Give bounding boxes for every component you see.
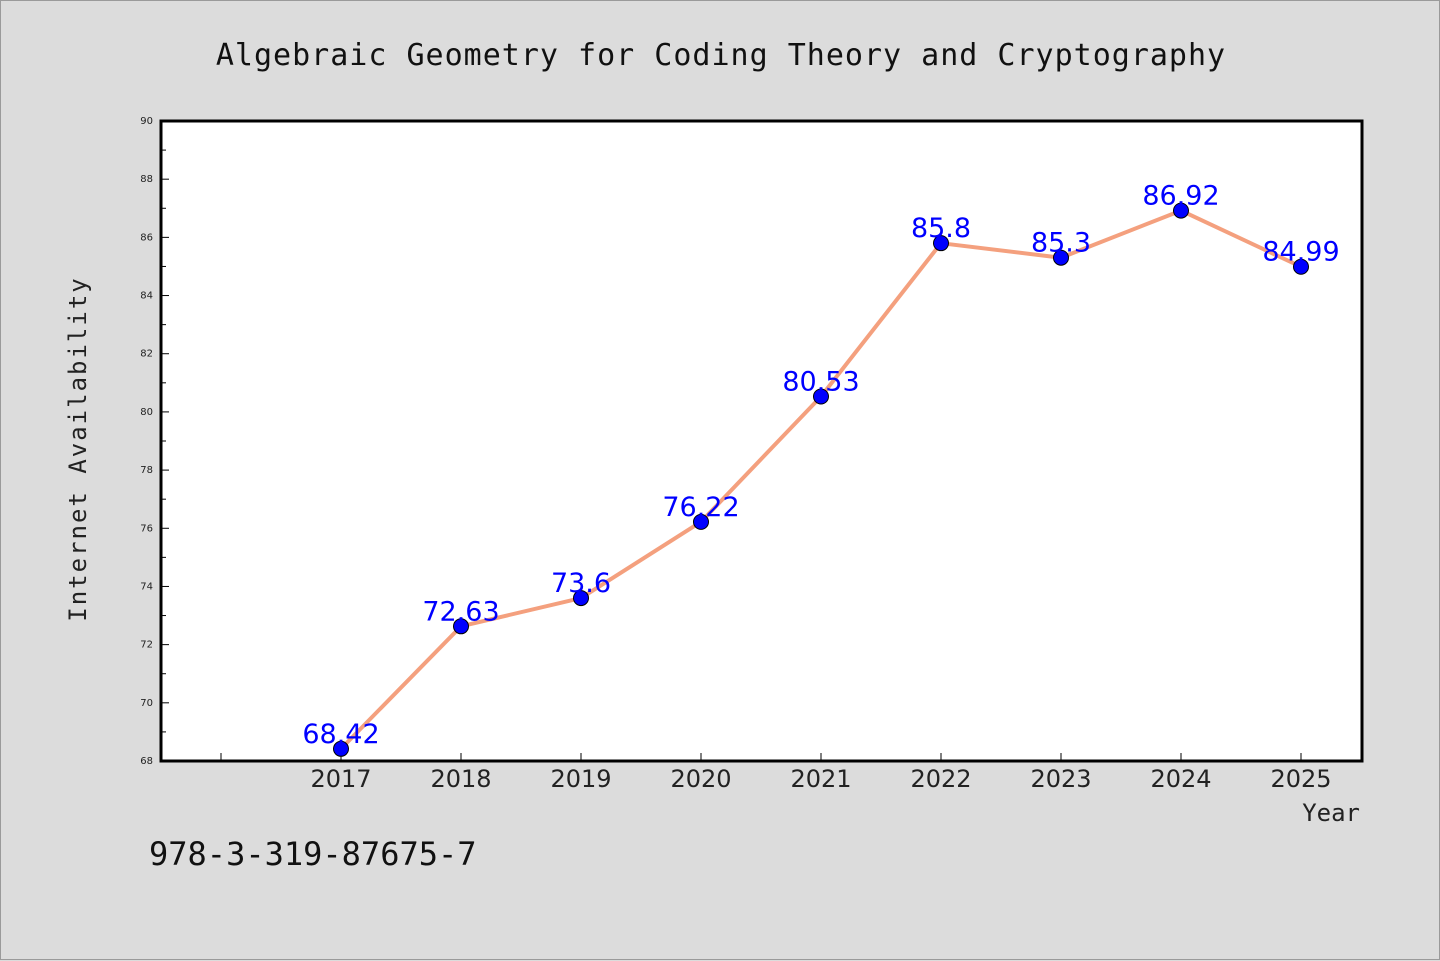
data-label: 84.99	[1262, 237, 1339, 268]
y-tick-label: 80	[140, 407, 153, 418]
y-tick-label: 72	[140, 640, 153, 651]
footer-code: 978-3-319-87675-7	[149, 835, 477, 873]
y-axis: 68 70 72 74 76 78 80 82 84 86 88 90	[140, 116, 169, 767]
y-tick-label: 88	[140, 174, 153, 185]
y-axis-label: Internet Availability	[64, 276, 92, 621]
x-tick-label: 2025	[1270, 765, 1331, 793]
y-tick-label: 90	[140, 116, 153, 127]
x-tick-label: 2019	[550, 765, 611, 793]
data-point	[813, 388, 829, 405]
x-tick-label: 2024	[1150, 765, 1211, 793]
data-point	[1173, 202, 1189, 219]
y-tick-label: 74	[140, 581, 153, 592]
y-tick-label: 84	[140, 291, 153, 302]
data-label: 73.6	[551, 568, 611, 599]
y-tick-label: 68	[140, 756, 153, 767]
data-label: 68.42	[302, 719, 379, 750]
y-tick-label: 70	[140, 698, 153, 709]
y-tick-label: 82	[140, 349, 153, 360]
x-tick-label: 2022	[910, 765, 971, 793]
data-point	[573, 590, 589, 607]
data-point	[933, 235, 949, 252]
data-label: 85.3	[1031, 228, 1091, 259]
x-tick-label: 2021	[790, 765, 851, 793]
x-tick-label: 2023	[1030, 765, 1091, 793]
data-point	[1053, 249, 1069, 266]
data-point	[1293, 258, 1309, 275]
plot-area	[159, 119, 1364, 763]
x-tick-label: 2017	[310, 765, 371, 793]
series-group: 68.42 72.63 73.6 76.22 80.53 85.8 85.3 86.92 84.…	[302, 181, 1340, 757]
y-tick-label: 86	[140, 232, 153, 243]
data-label: 80.53	[782, 366, 859, 397]
data-label: 72.63	[422, 596, 499, 627]
data-point	[453, 618, 469, 635]
y-tick-label: 76	[140, 523, 153, 534]
data-label: 76.22	[662, 492, 739, 523]
data-point	[693, 513, 709, 530]
x-axis: 2017 2018 2019 2020 2021 2022 2023 2024 2025	[220, 753, 1332, 793]
chart-title: Algebraic Geometry for Coding Theory and…	[216, 38, 1226, 73]
data-label: 85.8	[911, 213, 971, 244]
data-label: 86.92	[1142, 181, 1219, 212]
x-tick-label: 2020	[670, 765, 731, 793]
x-tick-label: 2018	[430, 765, 491, 793]
x-axis-label: Year	[1302, 799, 1360, 827]
y-tick-label: 78	[140, 465, 153, 476]
data-point	[333, 740, 349, 757]
